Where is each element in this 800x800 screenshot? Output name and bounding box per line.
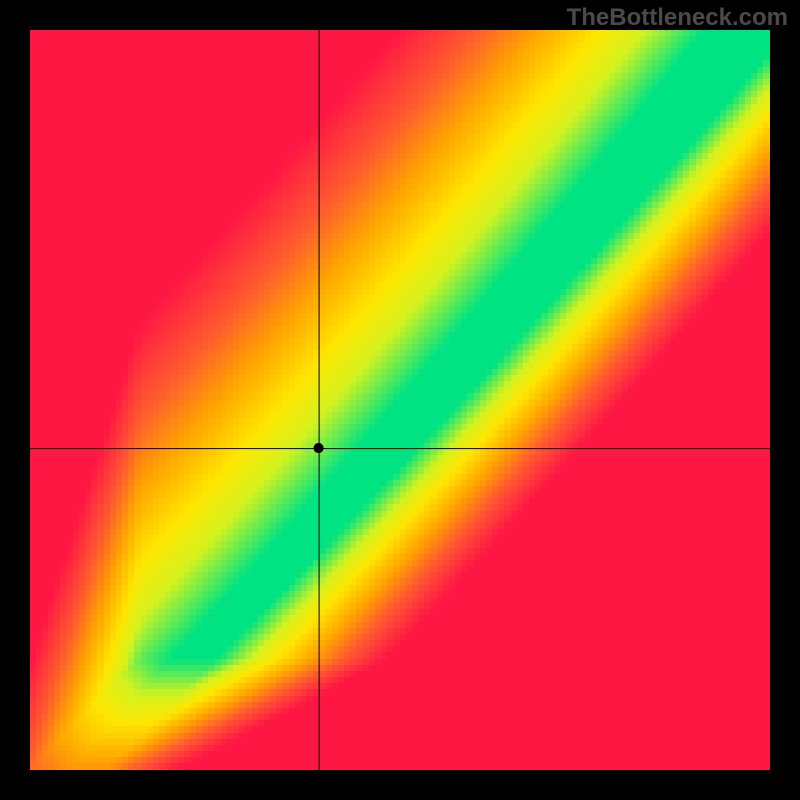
chart-container: TheBottleneck.com bbox=[0, 0, 800, 800]
attribution-text: TheBottleneck.com bbox=[567, 4, 788, 32]
bottleneck-heatmap bbox=[30, 30, 770, 770]
